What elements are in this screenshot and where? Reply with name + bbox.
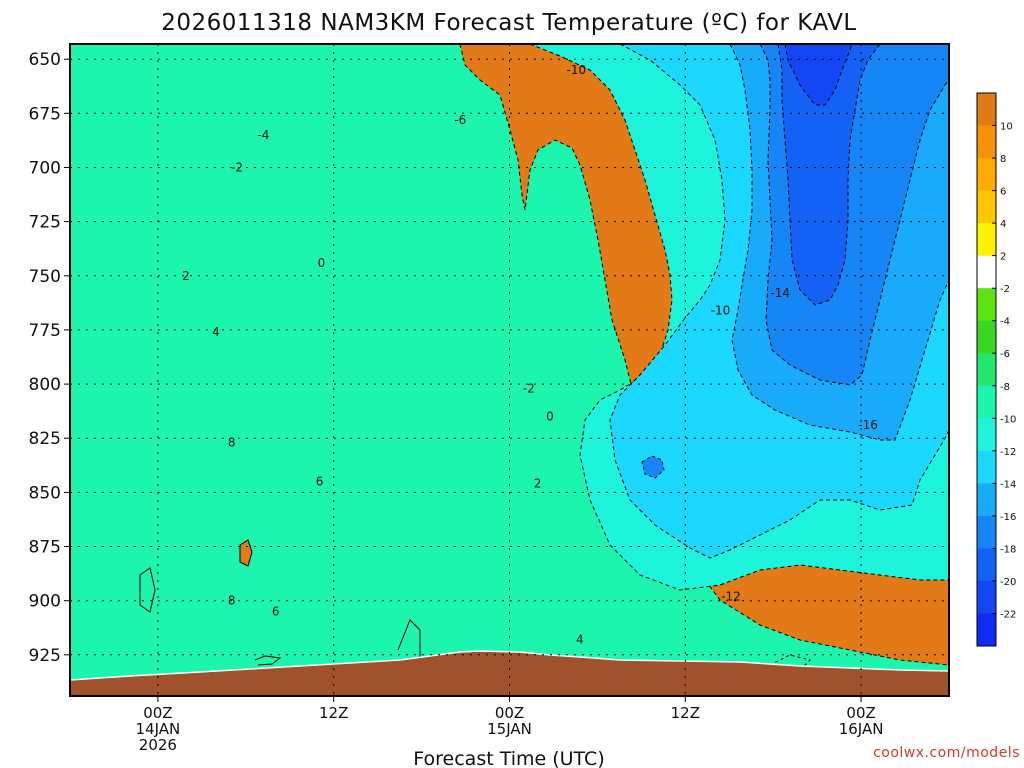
pocket-8-a (139, 567, 156, 613)
y-tick-label: 675 (29, 104, 61, 124)
y-tick-label: 925 (29, 646, 61, 666)
contour-label: 8 (228, 594, 236, 608)
colorbar-label: -12 (1000, 447, 1016, 458)
contour-label: -16 (858, 418, 878, 432)
contour-label: 0 (318, 256, 326, 270)
colorbar-label: -18 (1000, 544, 1016, 555)
pocket-neg6-a (769, 654, 811, 671)
colorbar-label: -22 (1000, 610, 1016, 621)
x-tick-label: 12Z (671, 704, 700, 722)
y-tick-label: 825 (29, 429, 61, 449)
colorbar-swatch (977, 515, 996, 549)
x-tick-label: 00Z (143, 704, 172, 722)
contour-label: -4 (257, 128, 269, 142)
x-tick-label: 12Z (319, 704, 348, 722)
contour-label: 8 (228, 436, 236, 450)
colorbar-label: -14 (1000, 479, 1016, 490)
contour-label: -2 (523, 381, 535, 395)
colorbar-frame (976, 92, 997, 647)
colorbar-label: 8 (1000, 154, 1006, 165)
y-tick-label: 850 (29, 483, 61, 503)
y-tick-label: 725 (29, 213, 61, 233)
colorbar-label: -6 (1000, 349, 1010, 360)
colorbar-label: -4 (1000, 317, 1010, 328)
colorbar-swatch (977, 158, 996, 191)
colorbar-label: -20 (1000, 577, 1016, 588)
x-axis-label: Forecast Time (UTC) (413, 748, 604, 768)
x-tick-date: 14JAN (136, 720, 181, 738)
colorbar-swatch (977, 93, 996, 126)
contour-label: -12 (721, 589, 741, 603)
x-tick-label: 00Z (495, 704, 524, 722)
colorbar-swatch (977, 190, 996, 224)
colorbar-label: -8 (1000, 382, 1010, 393)
contour-label: 6 (316, 475, 324, 489)
y-tick-label: 700 (29, 159, 61, 179)
x-tick-label: 00Z (846, 704, 875, 722)
colorbar: 10 8 6 4 2 -2 -4 -6 -8 -10 -12 -14 -16 -18 -20 -22 (976, 92, 1016, 647)
contour-label: 2 (534, 477, 542, 491)
contour-label: 4 (212, 325, 220, 339)
colorbar-label: 6 (1000, 187, 1006, 198)
colorbar-swatch (977, 255, 996, 289)
colorbar-swatch (977, 385, 996, 419)
colorbar-label: 4 (1000, 219, 1006, 230)
colorbar-label: -2 (1000, 284, 1010, 295)
colorbar-label: -16 (1000, 512, 1016, 523)
colorbar-label: 2 (1000, 252, 1006, 263)
colorbar-swatch (977, 288, 996, 322)
y-tick-label: 750 (29, 267, 61, 287)
pocket-10-a (239, 539, 253, 567)
colorbar-swatch (977, 613, 996, 647)
colorbar-label: 10 (1000, 122, 1013, 133)
x-tick-date: 15JAN (487, 720, 532, 738)
x-tick-date: 16JAN (839, 720, 884, 738)
temperature-field (70, 44, 949, 696)
y-tick-label: 775 (29, 321, 61, 341)
colorbar-swatch (977, 418, 996, 452)
band-neg20 (777, 44, 881, 306)
contour-label: -10 (711, 303, 731, 317)
contour-label: -6 (454, 113, 466, 127)
colorbar-swatch (977, 483, 996, 517)
colorbar-label: -10 (1000, 414, 1016, 425)
band-neg10 (70, 44, 949, 696)
band-neg22 (784, 44, 853, 106)
y-tick-label: 650 (29, 50, 61, 70)
contour-label: 2 (182, 269, 190, 283)
colorbar-swatch (977, 548, 996, 582)
credit-link[interactable]: coolwx.com/models (873, 745, 1020, 761)
contour-label: 6 (272, 605, 280, 619)
contour-labels: -10 -6 -4 -2 0 2 4 8 6 8 6 -10 -14 -2 0 2 -16 -12 4 (182, 63, 878, 647)
colorbar-swatch (977, 450, 996, 484)
x-tick-year: 2026 (139, 736, 177, 754)
contour-label: -2 (231, 161, 243, 175)
pocket-6-a (254, 655, 282, 666)
chart-title: 2026011318 NAM3KM Forecast Temperature (… (161, 10, 857, 36)
contour-label: 4 (576, 633, 584, 647)
y-tick-label: 875 (29, 538, 61, 558)
y-tick-label: 900 (29, 592, 61, 612)
y-tick-label: 800 (29, 375, 61, 395)
colorbar-swatch (977, 353, 996, 387)
colorbar-swatch (977, 320, 996, 354)
colorbar-swatch (977, 223, 996, 257)
colorbar-swatch (977, 125, 996, 159)
contour-label: -14 (770, 286, 790, 300)
colorbar-swatch (977, 580, 996, 614)
y-axis: 650 675 700 725 750 775 800 825 850 875 900 925 (29, 50, 70, 666)
contour-label: -10 (566, 63, 586, 77)
pocket-neg18 (641, 455, 665, 479)
contour-label: 0 (546, 410, 554, 424)
pocket-4-a (397, 619, 421, 670)
